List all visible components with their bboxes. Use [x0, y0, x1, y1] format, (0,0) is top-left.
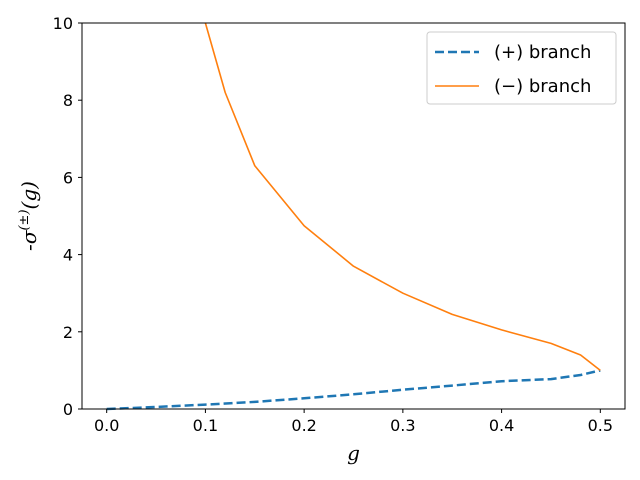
y-tick-label: 4 [63, 246, 73, 265]
x-tick-label: 0.5 [588, 416, 613, 435]
x-tick-label: 0.3 [390, 416, 415, 435]
y-axis-label-prefix: -σ [17, 229, 41, 251]
plot-frame [81, 22, 626, 410]
y-tick-label: 8 [63, 91, 73, 110]
series-line-plus-branch [106, 369, 601, 411]
y-axis-ticks: 0 2 4 6 8 10 [53, 14, 82, 419]
x-tick-label: 0.2 [291, 416, 316, 435]
series-line-minus-branch [204, 22, 601, 372]
y-tick-label: 6 [63, 168, 73, 187]
y-tick-label: 0 [63, 400, 73, 419]
y-axis-label: -σ(±)(g) [17, 181, 41, 251]
x-tick-label: 0.1 [193, 416, 218, 435]
y-tick-label: 10 [53, 14, 73, 33]
legend-label-minus-branch: (−) branch [494, 76, 591, 97]
legend-label-plus-branch: (+) branch [494, 42, 591, 63]
x-tick-label: 0.0 [94, 416, 119, 435]
x-tick-label: 0.4 [489, 416, 514, 435]
y-tick-label: 2 [63, 323, 73, 342]
x-axis-ticks: 0.0 0.1 0.2 0.3 0.4 0.5 [94, 409, 613, 435]
y-axis-label-suffix: (g) [17, 181, 41, 209]
y-axis-label-superscript: (±) [17, 209, 32, 230]
legend: (+) branch (−) branch [426, 31, 617, 105]
plot-lines [106, 22, 601, 411]
x-axis-label: g [347, 441, 360, 465]
